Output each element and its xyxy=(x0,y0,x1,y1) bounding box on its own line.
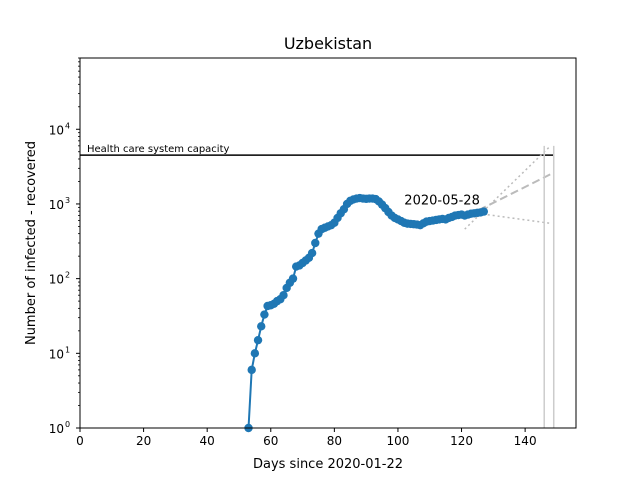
data-point xyxy=(288,274,298,283)
x-tick-label: 140 xyxy=(514,434,537,448)
y-tick-exponent: 0 xyxy=(65,420,70,429)
x-tick-label: 0 xyxy=(76,434,84,448)
x-tick-label: 120 xyxy=(450,434,473,448)
data-point xyxy=(250,349,260,358)
data-point xyxy=(311,238,320,248)
y-tick-exponent: 4 xyxy=(65,121,70,130)
plot-background xyxy=(80,58,576,428)
y-tick-label: 10 xyxy=(49,422,64,436)
annotation-layer: 2020-05-28 xyxy=(404,193,480,208)
y-tick-exponent: 2 xyxy=(65,271,70,280)
chart-title: Uzbekistan xyxy=(284,34,372,53)
plot-area xyxy=(80,58,576,428)
y-tick-label: 10 xyxy=(49,123,64,137)
x-axis-label: Days since 2020-01-22 xyxy=(253,457,403,472)
data-point xyxy=(279,291,288,300)
y-axis-label: Number of infected - recovered xyxy=(24,141,39,345)
capacity-label: Health care system capacity xyxy=(87,144,229,155)
y-tick-label: 10 xyxy=(49,198,64,212)
x-tick-label: 20 xyxy=(136,434,151,448)
projection-dotted-line xyxy=(467,211,551,225)
data-point xyxy=(247,365,256,375)
data-point xyxy=(479,207,488,216)
y-tick-label: 10 xyxy=(49,347,64,361)
data-point xyxy=(253,335,263,345)
data-point xyxy=(257,322,266,331)
x-tick-label: 80 xyxy=(327,434,342,448)
x-axis-ticks: 0 20 40 60 80 100 120 140 xyxy=(76,428,537,448)
date-annotation: 2020-05-28 xyxy=(404,193,480,208)
x-tick-label: 40 xyxy=(200,434,215,448)
data-point xyxy=(260,310,269,319)
x-tick-label: 60 xyxy=(263,434,278,448)
series-layer xyxy=(244,193,488,433)
data-point xyxy=(307,248,317,258)
capacity-layer: Health care system capacity xyxy=(80,144,554,156)
y-tick-exponent: 1 xyxy=(65,345,70,354)
x-tick-label: 100 xyxy=(386,434,409,448)
y-tick-exponent: 3 xyxy=(65,196,70,205)
y-tick-label: 10 xyxy=(49,273,64,287)
